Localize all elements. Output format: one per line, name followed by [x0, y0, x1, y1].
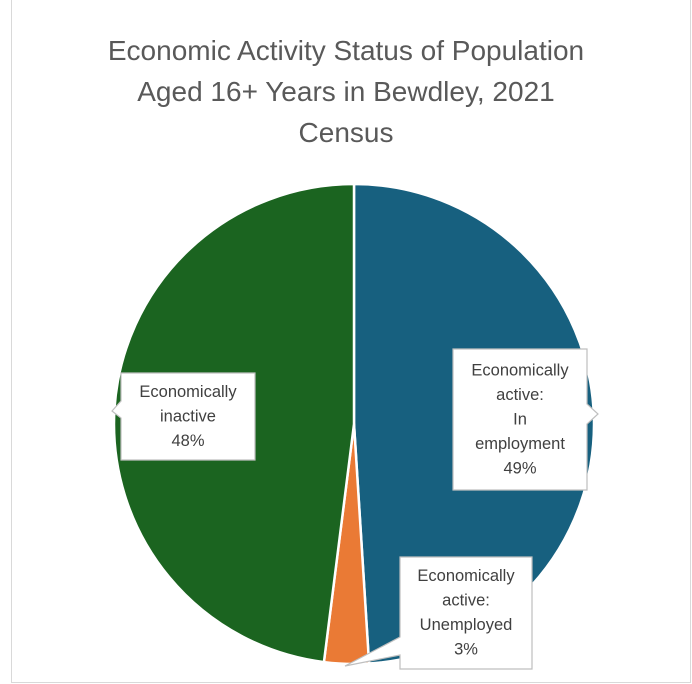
- data-label-box: [452, 348, 599, 491]
- data-labels: Economicallyactive:Inemployment49%Econom…: [111, 348, 599, 670]
- data-label-category: Unemployed: [420, 616, 513, 634]
- data-label-box: [344, 556, 533, 670]
- data-label-category: Economically: [471, 361, 569, 379]
- data-label: Economically active: Unemployed 3%: [344, 556, 533, 670]
- chart-title: Economic Activity Status of Population A…: [0, 30, 692, 153]
- data-label-category: active:: [442, 592, 490, 610]
- data-label-category: Economically: [417, 567, 515, 585]
- data-label-value: 49%: [503, 459, 536, 477]
- chart-title-line: Economic Activity Status of Population: [107, 35, 585, 66]
- chart-title-line: Census: [298, 117, 394, 148]
- data-label-box: [111, 372, 256, 461]
- data-label-value: 48%: [171, 432, 204, 450]
- data-label-category: In: [513, 410, 527, 428]
- data-label-category: employment: [475, 435, 565, 453]
- data-label-value: 3%: [454, 641, 478, 659]
- data-label: Economically inactive 48%: [111, 372, 256, 461]
- data-label-category: active:: [496, 386, 544, 404]
- data-label-category: Economically: [139, 383, 237, 401]
- data-label-category: inactive: [160, 407, 216, 425]
- data-label: Economically active: In employment 49%: [452, 348, 599, 491]
- chart-title-line: Aged 16+ Years in Bewdley, 2021: [137, 76, 555, 107]
